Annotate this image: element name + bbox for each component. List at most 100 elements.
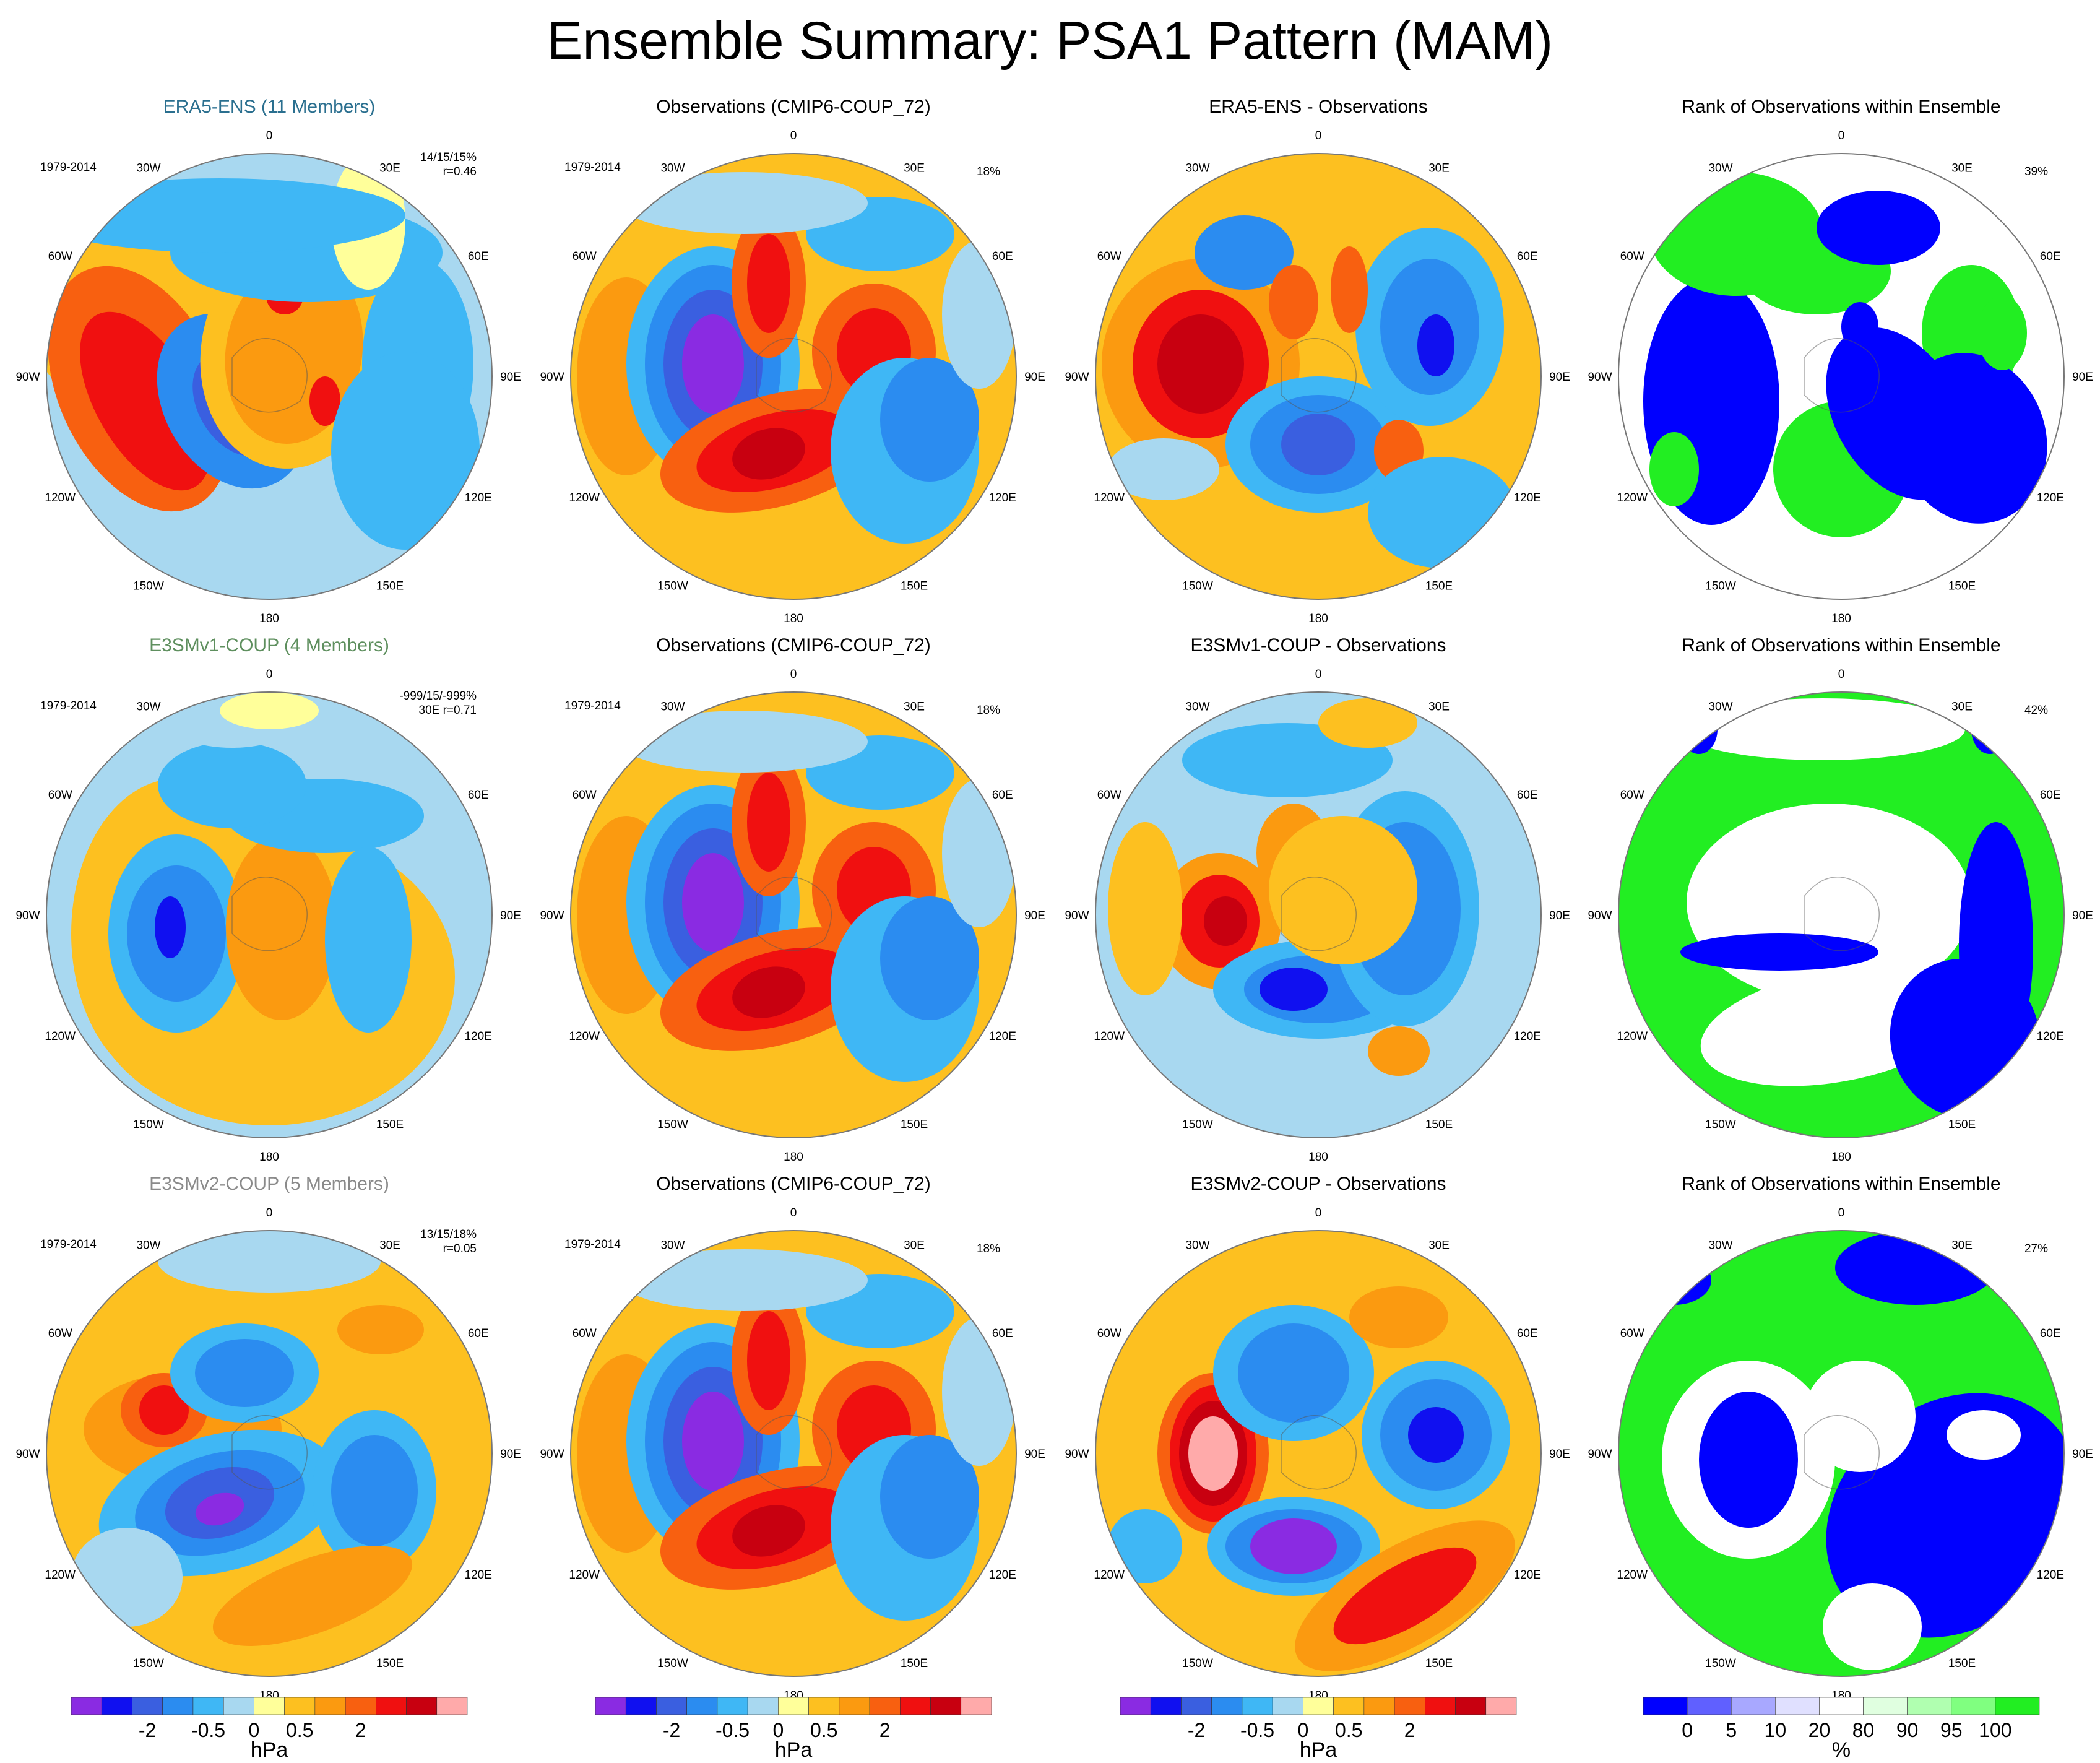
field-layer (46, 692, 492, 1138)
field-contour (1804, 1361, 1916, 1472)
colorbar-swatch (656, 1697, 687, 1715)
antarctica-outline (756, 877, 832, 951)
longitude-label: 90E (500, 1448, 521, 1461)
field-contour (1971, 704, 2008, 754)
period-label: 1979-2014 (40, 161, 97, 174)
longitude-label: 60W (48, 250, 72, 263)
percent-label: 18% (977, 1242, 1000, 1255)
field-layer (571, 692, 1016, 1138)
map-panel: Observations (CMIP6-COUP_72) 1979-2014 18%… (540, 1174, 1045, 1702)
map-border (1095, 1230, 1542, 1677)
field-contour (1195, 215, 1294, 290)
longitude-label: 120E (465, 1030, 492, 1043)
colorbar-tick-label: 0 (1297, 1719, 1308, 1741)
colorbar-swatch (930, 1697, 962, 1715)
stat-label: -999/15/-999% (399, 690, 477, 703)
field-layer (46, 154, 492, 599)
colorbar-swatch (808, 1697, 840, 1715)
field-contour (1204, 896, 1247, 946)
longitude-label: 30E (1951, 700, 1973, 713)
colorbar: -2 -0.5 0 0.5 2 hPa (1120, 1697, 1517, 1762)
longitude-label: 60E (2040, 1327, 2061, 1340)
colorbar-swatch (1394, 1697, 1425, 1715)
longitude-label: 60E (468, 1327, 489, 1340)
antarctica-outline (1804, 877, 1880, 951)
antarctica-outline (231, 338, 308, 413)
colorbar-swatch (284, 1697, 316, 1715)
map-border (570, 1230, 1017, 1677)
longitude-label: 30E (1428, 162, 1450, 175)
longitude-label: 30W (136, 1239, 160, 1252)
field-contour (1188, 1416, 1238, 1491)
colorbar-swatch (1425, 1697, 1456, 1715)
colorbar-swatch (869, 1697, 901, 1715)
longitude-label: 60W (1097, 789, 1121, 802)
rank-colorbar-tick-label: 0 (1682, 1719, 1693, 1741)
field-layer (1095, 692, 1541, 1138)
longitude-label: 120W (1617, 1030, 1648, 1043)
colorbar-swatch (1120, 1697, 1151, 1715)
longitude-label: 0 (790, 129, 797, 142)
longitude-label: 90E (2072, 1448, 2093, 1461)
longitude-label: 120E (465, 492, 492, 505)
field-contour (1260, 968, 1328, 1011)
longitude-label: 30W (136, 700, 160, 713)
longitude-label: 60W (573, 1327, 597, 1340)
colorbar-swatch (595, 1697, 626, 1715)
longitude-label: 60W (1620, 250, 1644, 263)
longitude-label: 30W (1185, 162, 1209, 175)
period-label: 1979-2014 (564, 1238, 621, 1251)
longitude-label: 60E (992, 1327, 1013, 1340)
field-contour (682, 1392, 744, 1491)
map-panel: E3SMv1-COUP - Observations 0 30E 60E 90E 120E… (1065, 635, 1570, 1164)
rank-colorbar-unit: % (1832, 1738, 1851, 1762)
rank-colorbar-swatch (1775, 1697, 1820, 1715)
rank-colorbar-tick-label: 95 (1940, 1719, 1963, 1741)
panel-title: Rank of Observations within Ensemble (1682, 635, 2000, 656)
longitude-label: 90E (2072, 371, 2093, 384)
period-label: 1979-2014 (40, 1238, 97, 1251)
field-layer (1618, 692, 2064, 1138)
colorbar-swatch (625, 1697, 657, 1715)
colorbar-swatch (223, 1697, 254, 1715)
field-contour (1947, 1410, 2021, 1460)
field-contour (1649, 432, 1699, 506)
longitude-label: 30W (1708, 700, 1732, 713)
longitude-label: 60W (573, 789, 597, 802)
field-contour (195, 1492, 244, 1526)
longitude-label: 0 (790, 1206, 797, 1219)
colorbar-tick-label: -0.5 (1240, 1719, 1274, 1741)
field-contour (1841, 302, 1878, 352)
antarctica-outline (231, 1415, 308, 1490)
colorbar-unit: hPa (775, 1738, 813, 1762)
panel-title: Rank of Observations within Ensemble (1682, 1174, 2000, 1194)
map-panel: ERA5-ENS (11 Members) 1979-2014 14/15/15%r… (15, 97, 521, 625)
longitude-label: 120W (45, 1030, 76, 1043)
rank-colorbar-tick-label: 20 (1808, 1719, 1831, 1741)
panel-title: Observations (CMIP6-COUP_72) (656, 1174, 930, 1194)
longitude-label: 150E (1425, 580, 1453, 593)
colorbar-swatch (717, 1697, 748, 1715)
longitude-label: 30W (1708, 1239, 1732, 1252)
longitude-label: 120W (1094, 1030, 1125, 1043)
colorbar-tick-label: -2 (139, 1719, 156, 1741)
panel-title: E3SMv2-COUP (5 Members) (149, 1174, 389, 1194)
field-contour (155, 896, 186, 958)
field-contour (1823, 1583, 1922, 1670)
field-contour (620, 172, 868, 234)
longitude-label: 0 (266, 668, 273, 681)
longitude-label: 30E (1428, 1239, 1450, 1252)
field-contour (1680, 933, 1878, 971)
field-contour (1269, 265, 1318, 339)
antarctica-outline (756, 1415, 832, 1490)
colorbar-tick-label: 2 (1404, 1719, 1415, 1741)
colorbar-tick-label: 0.5 (1335, 1719, 1362, 1741)
longitude-label: 150W (657, 1657, 688, 1670)
longitude-label: 150E (1948, 580, 1976, 593)
longitude-label: 120E (1514, 1030, 1541, 1043)
longitude-label: 120E (989, 1030, 1016, 1043)
longitude-label: 150W (133, 1119, 164, 1132)
longitude-label: 0 (1315, 1206, 1322, 1219)
longitude-label: 150W (133, 580, 164, 593)
